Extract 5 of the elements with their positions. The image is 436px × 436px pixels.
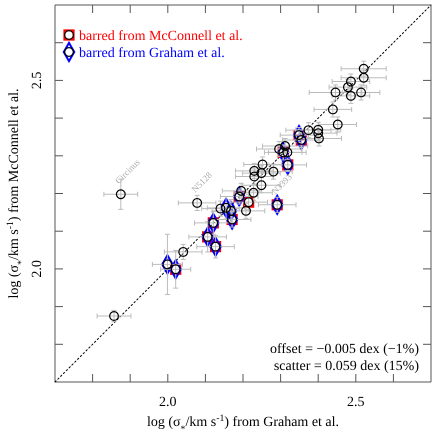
x-axis-title: log (σ$_{*}$/km s$^{-1}$) from Graham et al. [146,412,340,434]
annotation: scatter = 0.059 dex (15%) [274,359,420,374]
annotation: offset = −0.005 dex (−1%) [270,342,420,357]
legend-label: barred from McConnell et al. [79,29,243,44]
legend-label: barred from Graham et al. [79,46,225,61]
